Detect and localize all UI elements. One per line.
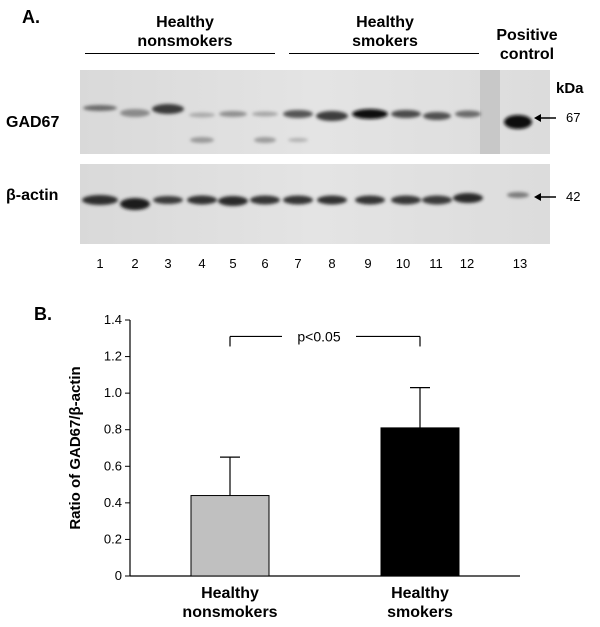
gad67-band-7 — [283, 110, 313, 118]
y-tick-label: 0.4 — [104, 495, 122, 510]
y-tick-label: 0 — [115, 568, 122, 583]
actin-band-9 — [355, 195, 385, 205]
actin-band-12 — [453, 193, 483, 203]
x-category-label: nonsmokers — [182, 604, 277, 621]
row-label-gad67: GAD67 — [6, 114, 60, 131]
gad67-band-5 — [219, 111, 247, 117]
lane-number: 11 — [429, 256, 443, 271]
gad67-band-8 — [316, 111, 348, 121]
actin-band-2 — [120, 198, 150, 210]
lane-number: 9 — [364, 256, 372, 271]
kda-label: kDa — [556, 80, 584, 97]
western-blot-image — [80, 70, 550, 244]
y-tick-label: 0.6 — [104, 458, 122, 473]
group-label-positive-line1: Positive — [496, 27, 558, 44]
group-label-nonsmokers-line1: Healthy — [156, 14, 214, 31]
x-category-label: smokers — [387, 604, 453, 621]
lane-number: 8 — [328, 256, 336, 271]
lane-number: 5 — [229, 256, 237, 271]
panel-a-label: A. — [22, 7, 40, 27]
arrow-42-icon — [534, 193, 556, 201]
beta-actin-blot-strip — [80, 164, 550, 244]
actin-band-1 — [82, 195, 118, 205]
gad67-band-1 — [83, 105, 117, 111]
bar — [380, 427, 460, 577]
lane-number: 10 — [395, 256, 411, 271]
arrow-67-icon — [534, 114, 556, 122]
gad67-band-6 — [252, 111, 278, 117]
gad67-band-11 — [423, 112, 451, 120]
gad67-bands — [83, 104, 532, 143]
actin-band-3 — [153, 196, 183, 204]
gad67-band-3 — [152, 104, 184, 114]
bar — [190, 495, 270, 577]
actin-band-13 — [507, 192, 529, 198]
significance-label: p<0.05 — [297, 328, 340, 344]
gad67-band-9 — [352, 109, 388, 119]
group-label-smokers-line2: smokers — [352, 33, 418, 50]
y-tick-label: 1.0 — [104, 385, 122, 400]
bar-chart: 0 0.2 0.4 0.6 0.8 1.0 1.2 1.4 Ratio of GAD67/β-a… — [67, 312, 520, 621]
lane-number: 1 — [96, 256, 104, 271]
row-label-beta-actin: β-actin — [6, 187, 59, 204]
x-category-label: Healthy — [201, 585, 259, 602]
gad67-band-4 — [189, 112, 215, 118]
actin-band-4 — [187, 195, 217, 205]
lane-number: 13 — [512, 256, 528, 271]
lane-number: 2 — [131, 256, 139, 271]
panel-b-label: B. — [34, 304, 52, 324]
blot-lane-gap — [480, 70, 500, 154]
marker-42: 42 — [566, 189, 581, 204]
actin-band-6 — [250, 195, 280, 205]
gad67-band-12 — [455, 110, 481, 118]
lane-number: 3 — [164, 256, 172, 271]
x-category-label: Healthy — [391, 585, 449, 602]
actin-band-5 — [218, 196, 248, 206]
gad67-band-13 — [504, 115, 532, 129]
y-tick-label: 1.4 — [104, 312, 122, 327]
group-label-nonsmokers-line2: nonsmokers — [137, 33, 233, 50]
lane-number: 7 — [294, 256, 302, 271]
nonsmokers-rule — [85, 53, 275, 54]
y-tick-label: 0.2 — [104, 531, 122, 546]
y-tick-label: 0.8 — [104, 422, 122, 437]
actin-band-7 — [283, 195, 313, 205]
lane-number: 4 — [198, 256, 206, 271]
group-label-smokers: Healthy smokers — [320, 13, 450, 51]
beta-actin-bands — [82, 192, 529, 210]
y-axis-label: Ratio of GAD67/β-actin — [67, 366, 84, 529]
lane-number: 6 — [261, 256, 269, 271]
actin-band-8 — [317, 195, 347, 205]
group-label-nonsmokers: Healthy nonsmokers — [110, 13, 260, 51]
group-label-positive-control: Positive control — [482, 26, 572, 64]
gad67-band-7b — [288, 138, 308, 142]
lane-number: 12 — [459, 256, 475, 271]
actin-band-11 — [422, 195, 452, 205]
gad67-blot-strip — [80, 70, 550, 154]
marker-67: 67 — [566, 110, 581, 125]
group-label-smokers-line1: Healthy — [356, 14, 414, 31]
group-label-positive-line2: control — [499, 46, 555, 63]
y-tick-label: 1.2 — [104, 349, 122, 364]
gad67-band-4b — [190, 137, 214, 143]
gad67-band-6b — [254, 137, 276, 143]
smokers-rule — [289, 53, 479, 54]
gad67-band-2 — [120, 109, 150, 117]
gad67-band-10 — [391, 110, 421, 118]
actin-band-10 — [391, 195, 421, 205]
